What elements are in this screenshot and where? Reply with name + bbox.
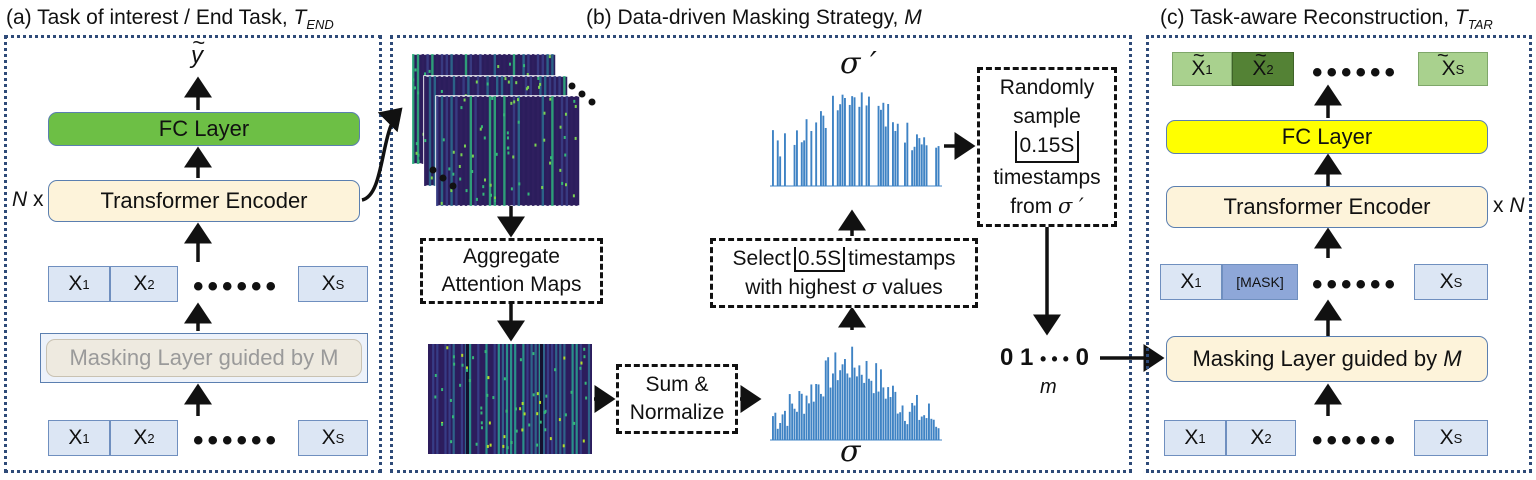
mask-vector: 0 1 • • • 0 xyxy=(1000,344,1089,371)
panel-a-masking-layer: Masking Layer guided by M xyxy=(46,339,362,377)
sigma-histogram xyxy=(770,346,942,441)
panel-c-fc-layer: FC Layer xyxy=(1166,120,1488,154)
panel-c-repeat-label: x N xyxy=(1493,194,1525,217)
panel-a-token-dots-top: •••••• xyxy=(193,270,281,303)
panel-a-output-label: ~ y xyxy=(191,30,205,69)
panel-c-output-xs: X S ~ xyxy=(1418,45,1488,86)
panel-a-frame xyxy=(4,35,382,473)
panel-c-token-dots-mid: •••••• xyxy=(1312,268,1400,301)
aggregate-attention-box: Aggregate Attention Maps xyxy=(420,238,603,304)
panel-b-frame xyxy=(390,35,1132,473)
panel-a-repeat-label: N x xyxy=(12,188,44,211)
stack-dots xyxy=(429,82,596,190)
flow-arrows xyxy=(184,76,1342,416)
panel-a-fc-layer: FC Layer xyxy=(48,112,360,146)
sigma-prime-label: σ ′ xyxy=(840,46,877,81)
sum-normalize-box: Sum & Normalize xyxy=(616,364,738,434)
sigma-prime-histogram xyxy=(770,92,942,187)
mask-symbol: m xyxy=(1040,376,1057,398)
panel-c-output-dots: •••••• xyxy=(1312,56,1400,89)
attention-map-stack xyxy=(411,53,581,207)
random-sample-box: Randomly sample 0.15S timestamps from σ … xyxy=(977,67,1117,227)
panel-c-title: (c) Task-aware Reconstruction, TTAR xyxy=(1160,6,1493,33)
panel-c-output-x2: X 2 ~ xyxy=(1232,45,1294,86)
panel-c-output-x1: X 1 ~ xyxy=(1172,45,1232,86)
panel-c-masking-layer: Masking Layer guided by M xyxy=(1166,336,1488,382)
panel-c-frame xyxy=(1146,35,1532,473)
select-top-half-box: Select 0.5S timestamps with highest σ valu… xyxy=(710,238,978,308)
panel-c-token-mask: [MASK] xyxy=(1222,264,1298,300)
aggregated-attention-map xyxy=(428,344,592,454)
panel-c-token-dots-bottom: •••••• xyxy=(1312,424,1400,457)
panel-c-transformer-encoder: Transformer Encoder xyxy=(1166,186,1488,228)
panel-a-token-dots-bottom: •••••• xyxy=(193,424,281,457)
panel-a-transformer-encoder: Transformer Encoder xyxy=(48,180,360,222)
sigma-label: σ xyxy=(840,434,861,469)
panel-a-title: (a) Task of interest / End Task, TEND xyxy=(6,6,334,33)
panel-b-title: (b) Data-driven Masking Strategy, M xyxy=(586,6,922,29)
